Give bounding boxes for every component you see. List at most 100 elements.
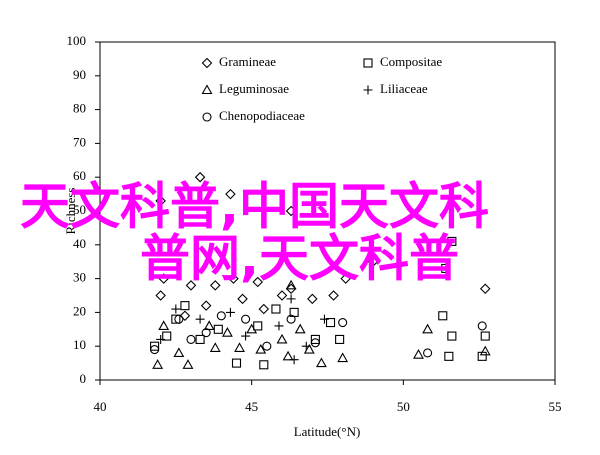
diamond-marker: [328, 290, 339, 301]
diamond-marker: [258, 303, 270, 315]
triangle-marker: [158, 320, 170, 330]
circle-marker: [216, 311, 226, 321]
square-marker: [271, 304, 281, 314]
triangle-marker: [173, 347, 185, 358]
y-tick-label: 40: [73, 236, 86, 251]
plus-marker: [301, 341, 311, 351]
circle-marker: [241, 314, 251, 324]
watermark-text: 天文科普,中国天文科: [20, 178, 489, 236]
y-tick-label: 0: [80, 371, 87, 386]
triangle-marker: [276, 333, 288, 344]
triangle-marker: [303, 343, 315, 354]
square-marker: [438, 311, 448, 321]
y-tick-label: 10: [73, 337, 86, 352]
plus-marker: [286, 294, 296, 304]
legend-label: Compositae: [380, 54, 442, 69]
y-tick-label: 100: [67, 33, 87, 48]
legend-marker: [201, 57, 213, 69]
legend-marker: [202, 112, 212, 122]
circle-marker: [262, 341, 272, 351]
diamond-marker: [307, 293, 318, 305]
square-marker: [325, 317, 336, 328]
legend-label: Leguminosae: [219, 81, 289, 96]
triangle-marker: [315, 357, 327, 368]
plus-marker: [171, 304, 181, 314]
circle-marker: [310, 338, 320, 348]
triangle-marker: [413, 349, 424, 359]
y-tick-label: 70: [73, 134, 86, 149]
square-marker: [231, 358, 242, 368]
triangle-marker: [152, 359, 164, 369]
triangle-marker: [285, 279, 297, 290]
legend-label: Liliaceae: [380, 81, 428, 96]
triangle-marker: [234, 342, 245, 352]
x-tick-label: 55: [549, 399, 562, 414]
circle-marker: [186, 334, 196, 344]
square-marker: [259, 360, 269, 370]
square-marker: [441, 263, 451, 274]
plus-marker: [156, 334, 166, 344]
diamond-marker: [225, 188, 236, 200]
diamond-marker: [158, 273, 169, 284]
square-marker: [480, 331, 490, 341]
legend-label: Chenopodiaceae: [219, 108, 305, 123]
square-marker: [477, 351, 487, 361]
x-tick-label: 45: [245, 399, 258, 414]
legend-marker: [201, 84, 213, 95]
diamond-marker: [237, 293, 248, 305]
circle-marker: [286, 314, 296, 324]
diamond-marker: [209, 280, 221, 291]
y-tick-label: 20: [73, 303, 86, 318]
diamond-marker: [252, 276, 264, 288]
square-marker: [335, 334, 345, 344]
diamond-marker: [367, 256, 379, 267]
diamond-marker: [340, 273, 351, 284]
x-axis-label: Latitude(°N): [294, 424, 361, 439]
diamond-marker: [194, 171, 206, 183]
circle-marker: [338, 317, 348, 328]
diamond-marker: [179, 310, 191, 322]
legend-marker: [363, 58, 373, 68]
x-tick-label: 50: [397, 399, 410, 414]
watermark-text: 普网,天文科普: [140, 230, 459, 288]
triangle-marker: [337, 352, 349, 363]
square-marker: [444, 351, 454, 361]
y-axis-label: Richness: [63, 188, 78, 235]
triangle-marker: [294, 323, 306, 334]
square-marker: [447, 236, 457, 246]
diamond-marker: [276, 290, 288, 301]
triangle-marker: [221, 327, 233, 337]
triangle-marker: [246, 323, 258, 334]
diamond-marker: [228, 273, 239, 284]
square-marker: [162, 331, 172, 341]
square-marker: [195, 334, 205, 344]
circle-marker: [477, 321, 487, 331]
plus-marker: [274, 321, 284, 331]
y-tick-label: 50: [73, 202, 86, 217]
square-marker: [150, 341, 160, 351]
plus-marker: [319, 314, 329, 324]
square-marker: [447, 331, 457, 341]
y-tick-label: 80: [73, 101, 86, 116]
square-marker: [310, 334, 320, 344]
y-tick-label: 90: [73, 67, 86, 82]
plus-marker: [241, 331, 251, 341]
square-marker: [180, 301, 190, 311]
legend-marker: [363, 85, 373, 95]
diamond-marker: [155, 195, 166, 207]
triangle-marker: [182, 359, 194, 369]
square-marker: [253, 321, 263, 331]
plus-marker: [289, 355, 299, 365]
y-tick-label: 60: [73, 168, 86, 183]
diamond-marker: [155, 290, 166, 301]
circle-marker: [150, 345, 160, 355]
square-marker: [171, 314, 181, 324]
triangle-marker: [479, 345, 491, 356]
triangle-marker: [209, 342, 221, 352]
y-tick-label: 30: [73, 270, 86, 285]
circle-marker: [423, 348, 433, 358]
diamond-marker: [200, 300, 212, 311]
plus-marker: [195, 314, 205, 324]
triangle-marker: [422, 323, 434, 334]
